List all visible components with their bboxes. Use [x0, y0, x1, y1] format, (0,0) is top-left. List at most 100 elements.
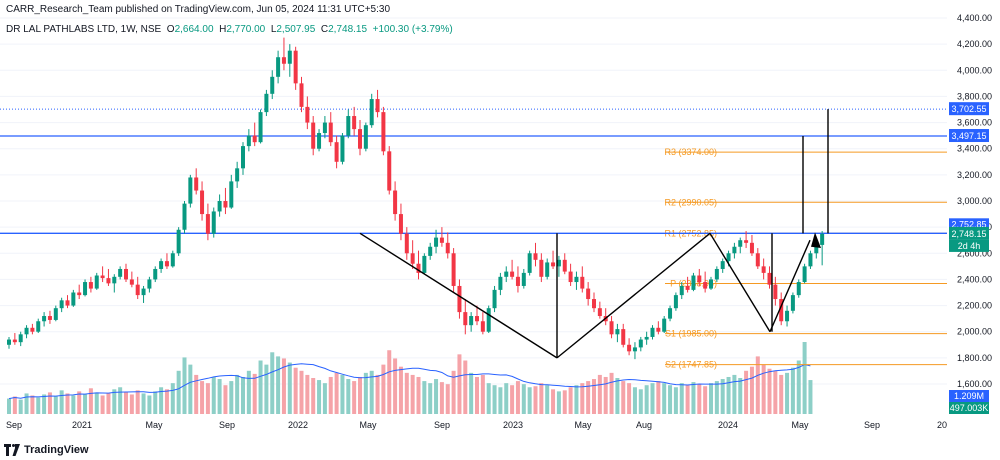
- volume-bar: [200, 381, 205, 414]
- y-tick-label: 4,200.00: [957, 39, 992, 49]
- level-price-label: 3,702.55: [951, 104, 986, 114]
- volume-bar: [539, 383, 544, 414]
- volume-bar: [779, 374, 784, 414]
- volume-bar: [164, 389, 169, 414]
- y-tick-label: 1,800.00: [957, 353, 992, 363]
- candle-body: [217, 201, 222, 212]
- volume-bar: [469, 372, 474, 414]
- volume-bar: [668, 385, 673, 414]
- y-tick-label: 1,600.00: [957, 379, 992, 389]
- candle-body: [738, 240, 743, 247]
- symbol-name[interactable]: DR LAL PATHLABS LTD, 1W, NSE: [6, 24, 162, 35]
- volume-bar: [685, 385, 690, 414]
- candle-body: [358, 129, 362, 149]
- candle-body: [510, 271, 515, 277]
- time-axis[interactable]: Sep 2021 May Sep 2022 May Sep 2023 May Aug 2024 May…: [6, 420, 947, 430]
- y-tick-label: 2,000.00: [957, 327, 992, 337]
- candle-body: [796, 282, 801, 296]
- close-value: 2,748.15: [328, 24, 368, 35]
- candle-body: [369, 99, 374, 126]
- volume-bar: [71, 395, 76, 414]
- volume-bar: [609, 372, 614, 414]
- arrow-head: [811, 232, 821, 249]
- candle-body: [352, 116, 357, 130]
- candle-body: [592, 299, 596, 309]
- open-value: 2,664.00: [174, 24, 214, 35]
- candle-body: [387, 151, 392, 191]
- y-tick-label: 3,600.00: [957, 118, 992, 128]
- volume-bar: [527, 387, 532, 414]
- volume-bar: [47, 392, 52, 414]
- candle-body: [650, 327, 655, 337]
- candle-body: [457, 285, 462, 313]
- volume-ma-label: 1.209M: [954, 391, 984, 401]
- price-axis[interactable]: 4,400.00 4,200.00 4,000.00 3,800.00 3,600.00…: [957, 13, 992, 389]
- candle-body: [785, 310, 790, 322]
- volume-bar: [486, 383, 491, 414]
- candle-body: [656, 327, 661, 332]
- volume-bar: [36, 397, 41, 414]
- volume-bar: [100, 395, 105, 414]
- volume-bar: [42, 394, 47, 414]
- y-tick-label: 4,400.00: [957, 13, 992, 23]
- volume-bar: [241, 376, 245, 414]
- candle-body: [480, 321, 485, 332]
- volume-bar: [656, 381, 661, 414]
- low-label: L: [270, 24, 277, 35]
- volume-bar: [650, 383, 655, 414]
- volume-bar: [749, 366, 754, 414]
- volume-bar: [545, 385, 550, 414]
- candle-body: [393, 190, 398, 215]
- candle-body: [428, 246, 433, 256]
- candle-body: [673, 295, 678, 309]
- candle-body: [270, 76, 275, 94]
- x-tick-label: May: [359, 420, 377, 430]
- volume-bar: [498, 387, 503, 414]
- candle-body: [515, 276, 520, 286]
- footer: TradingView: [4, 441, 89, 459]
- candle-body: [808, 253, 813, 267]
- candle-body: [346, 116, 351, 136]
- candle-body: [252, 135, 257, 143]
- x-tick-label: 2022: [288, 420, 308, 430]
- volume-bar: [18, 399, 23, 414]
- candle-body: [205, 214, 210, 234]
- volume-bar: [439, 382, 444, 414]
- candle-body: [632, 347, 637, 352]
- candle-body: [568, 271, 573, 283]
- candle-body: [88, 282, 93, 289]
- candle-body: [170, 253, 175, 267]
- candle-body: [276, 57, 281, 77]
- level-price-label-bg: [949, 129, 989, 143]
- candle-body: [246, 135, 251, 147]
- candle-body: [129, 279, 134, 285]
- pivot-label: S1 (1985.00): [665, 329, 717, 339]
- volume-bar: [322, 383, 327, 414]
- candle-body: [404, 233, 409, 254]
- volume-bar: [205, 383, 210, 414]
- candle-body: [439, 237, 444, 243]
- candle-body: [317, 133, 322, 149]
- high-value: 2,770.00: [226, 24, 266, 35]
- volume-bar: [235, 374, 240, 414]
- volume-bar: [773, 370, 778, 414]
- candle-body: [340, 135, 345, 162]
- candle-body: [755, 253, 760, 267]
- candle-body: [182, 203, 187, 230]
- volume-bar: [714, 381, 719, 414]
- high-label: H: [219, 24, 227, 35]
- candle-body: [580, 276, 585, 289]
- last-price-label: 2,748.15: [951, 229, 986, 239]
- y-tick-label: 3,200.00: [957, 170, 992, 180]
- x-tick-label: 2023: [503, 420, 523, 430]
- candle-body: [258, 112, 263, 143]
- volume-bar: [59, 390, 64, 414]
- candle-body: [124, 268, 128, 280]
- price-labels: 3,702.55 3,497.15 2,752.852,748.15 2d 4h 1.2…: [949, 102, 989, 414]
- candle-body: [211, 211, 216, 234]
- candle-body: [422, 255, 427, 273]
- candle-body: [697, 275, 702, 283]
- volume-bar: [726, 376, 731, 414]
- candle-body: [293, 50, 298, 84]
